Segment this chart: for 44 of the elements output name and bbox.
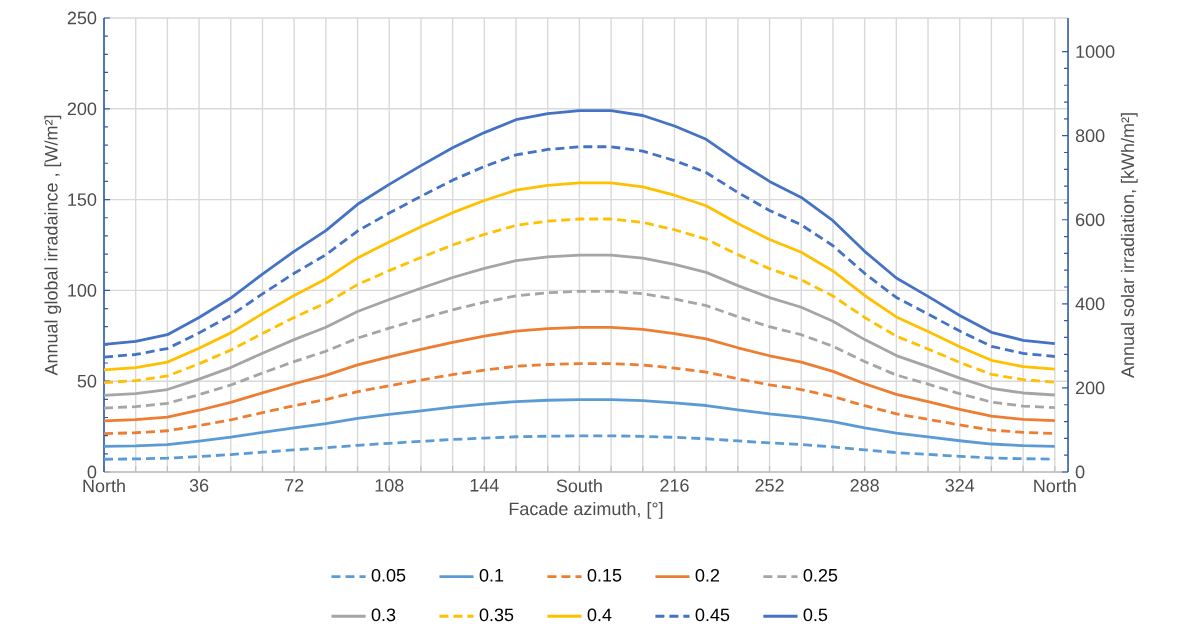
line-series xyxy=(102,289,1057,410)
legend-label: 0.2 xyxy=(695,568,720,582)
legend-label: 0.15 xyxy=(587,568,622,582)
legend-label: 0.25 xyxy=(803,568,838,582)
line-series xyxy=(102,326,1057,423)
x-tick-label: 36 xyxy=(189,479,209,492)
x-tick-label: 288 xyxy=(850,479,879,492)
line-series xyxy=(102,109,1057,346)
x-tick-label: 324 xyxy=(945,479,975,492)
legend-label: 0.4 xyxy=(587,608,612,622)
y2-tick-label: 0 xyxy=(1075,465,1085,479)
x-tick-label: North xyxy=(1034,479,1076,493)
legend-label: 0.5 xyxy=(803,608,828,622)
y-tick-label: 150 xyxy=(68,193,97,206)
line-series xyxy=(102,181,1057,372)
y-tick-label: 250 xyxy=(67,11,97,25)
legend-label: 0.35 xyxy=(479,608,514,622)
x-tick-label: 72 xyxy=(285,479,304,492)
x-tick-label: 216 xyxy=(660,479,689,492)
legend-label: 0.05 xyxy=(371,568,406,582)
y2-tick-label: 600 xyxy=(1076,213,1105,227)
line-series xyxy=(102,145,1057,359)
y-tick-label: 0 xyxy=(87,465,97,479)
y2-tick-label: 400 xyxy=(1075,297,1105,311)
y2-axis-title: Annual solar irradiation, [kWh/m²] xyxy=(1120,113,1138,378)
line-series xyxy=(102,253,1057,397)
legend-label: 0.1 xyxy=(479,568,504,582)
y2-tick-label: 800 xyxy=(1075,129,1105,143)
line-series xyxy=(102,217,1057,385)
y2-tick-label: 200 xyxy=(1076,381,1105,395)
y-tick-label: 50 xyxy=(77,374,97,388)
x-axis-title: Facade azimuth, [°] xyxy=(509,502,663,519)
y-tick-label: 100 xyxy=(68,284,97,297)
y-tick-label: 200 xyxy=(67,102,97,116)
y-axis-title: Annual global irradaince , [W/m²] xyxy=(44,115,62,376)
x-tick-label: 108 xyxy=(375,479,404,492)
legend-label: 0.45 xyxy=(695,608,730,622)
x-tick-label: North xyxy=(83,479,125,493)
line-series xyxy=(102,398,1057,448)
y2-tick-label: 1000 xyxy=(1076,45,1115,58)
x-tick-label: South xyxy=(556,479,602,493)
x-tick-label: 252 xyxy=(755,479,784,492)
x-tick-label: 144 xyxy=(470,479,499,492)
legend-label: 0.3 xyxy=(371,608,396,622)
